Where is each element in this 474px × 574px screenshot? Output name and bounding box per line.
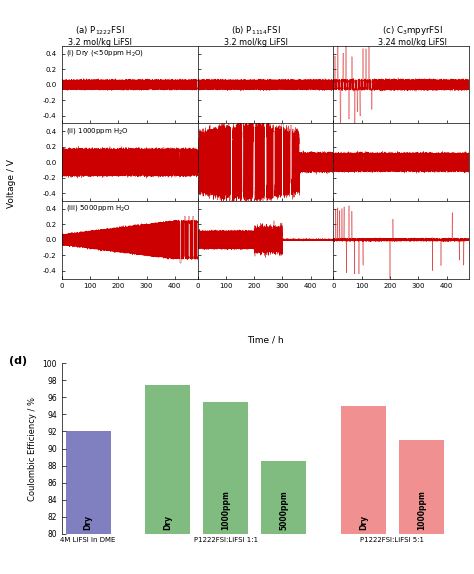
Y-axis label: Coulombic Efficiency / %: Coulombic Efficiency / % [27, 397, 36, 501]
Text: (c) C$_3$mpyrFSI: (c) C$_3$mpyrFSI [382, 24, 443, 37]
Bar [341, 406, 386, 534]
Text: (iii) 5000ppm H$_2$O: (iii) 5000ppm H$_2$O [66, 203, 131, 214]
Text: 3.24 mol/kg LiFSI: 3.24 mol/kg LiFSI [378, 38, 447, 47]
Text: (a) P$_{1222}$FSI: (a) P$_{1222}$FSI [74, 25, 125, 37]
Bar [262, 461, 307, 534]
Text: 5000ppm: 5000ppm [280, 491, 289, 530]
Text: Voltage / V: Voltage / V [8, 159, 16, 208]
Bar [145, 385, 190, 534]
Text: Time / h: Time / h [247, 336, 284, 345]
Text: (ii) 1000ppm H$_2$O: (ii) 1000ppm H$_2$O [66, 126, 129, 136]
Text: 3.2 mol/kg LiFSI: 3.2 mol/kg LiFSI [224, 38, 288, 47]
Text: Dry: Dry [83, 515, 92, 530]
Text: 1000ppm: 1000ppm [417, 491, 426, 530]
Text: (b) P$_{1114}$FSI: (b) P$_{1114}$FSI [231, 25, 281, 37]
Text: 3.2 mol/kg LiFSI: 3.2 mol/kg LiFSI [68, 38, 131, 47]
Text: 1000ppm: 1000ppm [221, 491, 230, 530]
Text: Dry: Dry [359, 515, 368, 530]
Text: (d): (d) [9, 356, 27, 366]
Bar [203, 402, 248, 534]
Bar [399, 440, 444, 534]
Bar [65, 432, 110, 534]
Text: Dry: Dry [163, 515, 172, 530]
Text: (i) Dry (<50ppm H$_2$O): (i) Dry (<50ppm H$_2$O) [66, 48, 144, 58]
